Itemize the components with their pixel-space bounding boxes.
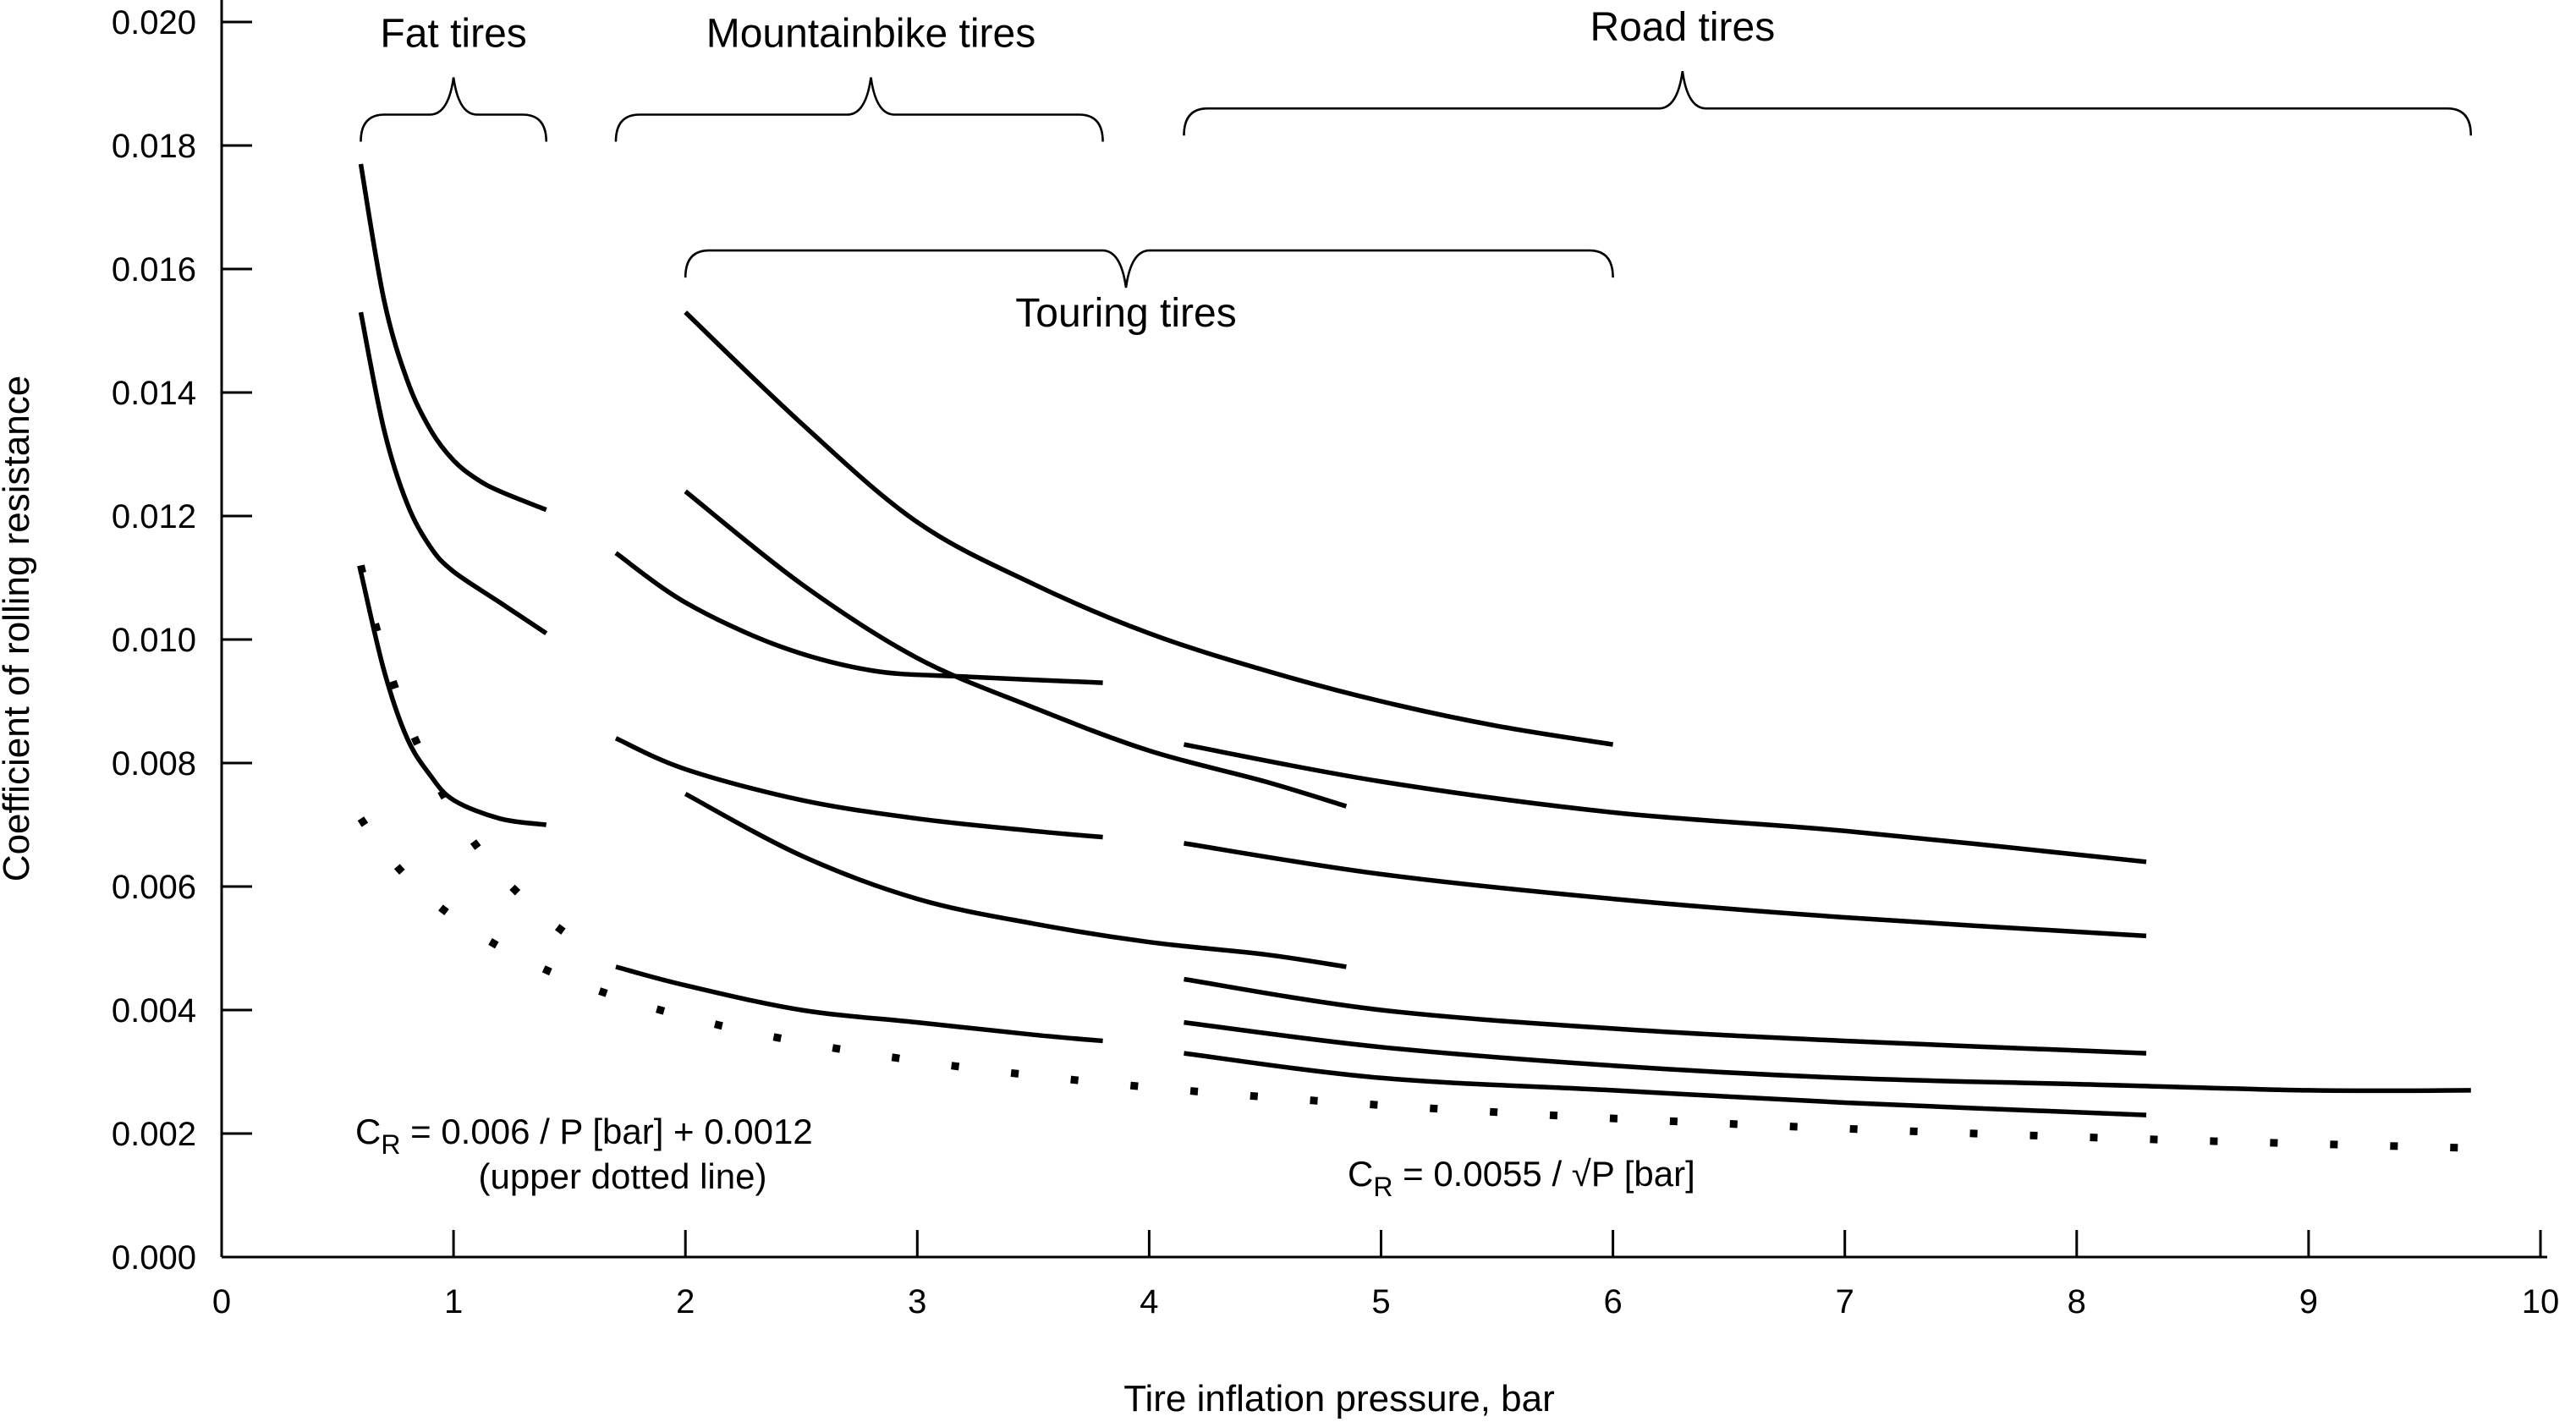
data-series [358, 163, 2471, 1117]
x-tick-label: 6 [1603, 1283, 1622, 1320]
group-braces: Fat tires Mountainbike tires Road tires Tou… [360, 5, 2473, 336]
x-tick-label: 0 [212, 1283, 231, 1320]
x-axis-title: Tire inflation pressure, bar [1123, 1378, 1554, 1419]
series-line-8 [684, 489, 1348, 809]
formula-upper-rest: = 0.006 / P [bar] + 0.0012 [400, 1112, 812, 1151]
y-axis-title: Coefficient of rolling resistance [0, 376, 37, 881]
series-line-10 [1183, 742, 2147, 865]
series-line-1 [358, 163, 547, 513]
series-line-9 [684, 792, 1347, 969]
series-line-6 [615, 964, 1103, 1044]
x-tick-label: 5 [1371, 1283, 1390, 1320]
x-tick-label: 9 [2299, 1283, 2318, 1320]
series-line-12 [1184, 976, 2147, 1056]
brace-road-tires [1183, 71, 2473, 136]
y-tick-label: 0.002 [112, 1116, 196, 1153]
group-label-road-tires: Road tires [1590, 5, 1775, 50]
x-tick-label: 7 [1836, 1283, 1854, 1320]
series-line-11 [1184, 841, 2147, 939]
y-tick-label: 0.006 [112, 869, 196, 906]
x-tick-label: 1 [444, 1283, 463, 1320]
group-label-fat-tires: Fat tires [380, 12, 526, 57]
reference-curves [357, 564, 2471, 1152]
formula-upper: CR = 0.006 / P [bar] + 0.0012 [355, 1112, 813, 1160]
y-tick-label: 0.018 [112, 128, 196, 165]
y-tick-label: 0.010 [112, 622, 196, 659]
formula-lower-main: C [1348, 1154, 1373, 1194]
series-line-4 [614, 551, 1103, 685]
x-tick-label: 10 [2522, 1283, 2560, 1320]
group-label-touring-tires: Touring tires [1015, 291, 1236, 336]
x-tick-label: 2 [676, 1283, 695, 1320]
series-line-2 [358, 311, 548, 635]
dotted-upper-reference-line [357, 564, 596, 955]
y-tick-label: 0.014 [112, 375, 196, 412]
x-tick-label: 4 [1140, 1283, 1158, 1320]
formula-upper-main: C [355, 1112, 381, 1151]
series-line-14 [1184, 1051, 2147, 1117]
formula-lower: CR = 0.0055 / √P [bar] [1348, 1154, 1695, 1202]
series-line-13 [1184, 1019, 2471, 1094]
brace-touring-tires [684, 249, 1614, 288]
group-label-mountainbike-tires: Mountainbike tires [706, 12, 1036, 57]
y-tick-label: 0.004 [112, 992, 196, 1029]
y-tick-label: 0.008 [112, 745, 196, 782]
y-tick-label: 0.012 [112, 498, 196, 535]
y-tick-label: 0.020 [112, 4, 196, 41]
series-line-3 [358, 571, 547, 827]
x-tick-label: 3 [908, 1283, 926, 1320]
formula-lower-rest: = 0.0055 / √P [bar] [1392, 1154, 1694, 1194]
formula-upper-sub: R [381, 1129, 400, 1160]
brace-mountainbike-tires [614, 77, 1104, 142]
axes: 0 1 2 3 4 5 6 7 8 9 10 0.000 0.002 0.004 0.006 0.008 0.0… [112, 0, 2559, 1320]
formula-lower-sub: R [1373, 1172, 1392, 1202]
series-line-7 [684, 310, 1614, 747]
x-tick-label: 8 [2068, 1283, 2086, 1320]
y-tick-label: 0.000 [112, 1239, 196, 1277]
formula-upper-note: (upper dotted line) [479, 1156, 767, 1196]
brace-fat-tires [360, 77, 548, 142]
series-line-5 [614, 736, 1103, 840]
y-tick-label: 0.016 [112, 251, 196, 288]
